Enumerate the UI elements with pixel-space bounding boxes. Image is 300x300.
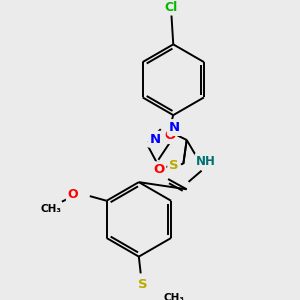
Text: O: O	[153, 163, 164, 176]
Text: S: S	[138, 278, 147, 291]
Text: CH₃: CH₃	[164, 292, 185, 300]
Text: N: N	[149, 133, 161, 146]
Text: S: S	[169, 159, 179, 172]
Text: O: O	[68, 188, 78, 201]
Text: NH: NH	[196, 155, 216, 168]
Text: O: O	[164, 129, 175, 142]
Text: N: N	[169, 121, 180, 134]
Text: Cl: Cl	[165, 1, 178, 13]
Text: CH₃: CH₃	[40, 204, 61, 214]
